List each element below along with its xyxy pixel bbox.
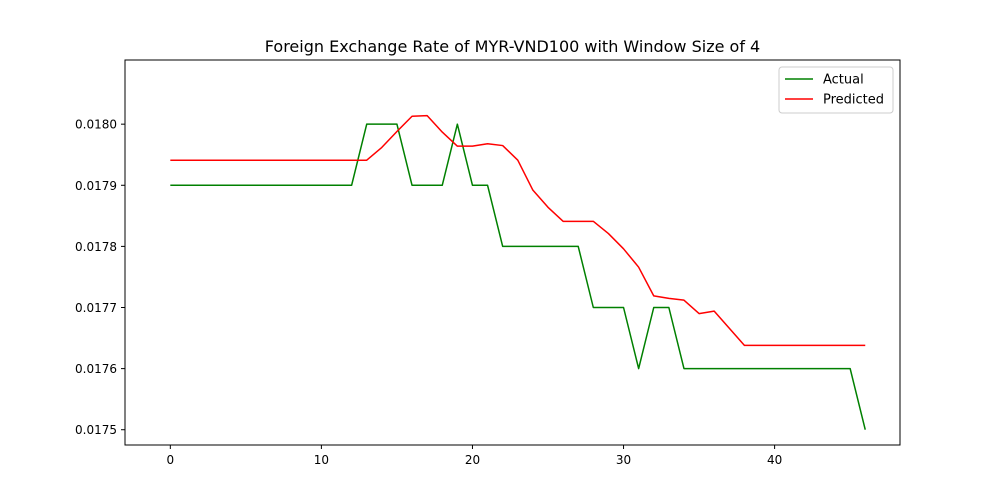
axes: 0 10 20 30 40 0.0175 0.0176 0.0177 0.0178 0.0179 0… <box>75 59 901 467</box>
legend-label-predicted: Predicted <box>823 93 884 108</box>
y-tick-label: 0.0180 <box>75 118 117 132</box>
x-tick-label: 40 <box>767 453 782 467</box>
y-tick-label: 0.0176 <box>75 362 117 376</box>
plot-area <box>170 114 866 430</box>
y-tick-label: 0.0179 <box>75 179 117 193</box>
legend-label-actual: Actual <box>823 73 864 88</box>
legend: Actual Predicted <box>778 66 894 114</box>
x-tick-label: 0 <box>167 453 175 467</box>
series-line-predicted <box>170 114 866 347</box>
x-tick-label: 10 <box>314 453 329 467</box>
y-tick-label: 0.0178 <box>75 240 117 254</box>
y-tick-label: 0.0177 <box>75 301 117 315</box>
series-line-actual <box>170 123 866 430</box>
axes-frame <box>124 59 901 446</box>
x-tick-label: 20 <box>465 453 480 467</box>
chart-title: Foreign Exchange Rate of MYR-VND100 with… <box>265 37 760 56</box>
y-tick-label: 0.0175 <box>75 423 117 437</box>
x-tick-label: 30 <box>616 453 631 467</box>
